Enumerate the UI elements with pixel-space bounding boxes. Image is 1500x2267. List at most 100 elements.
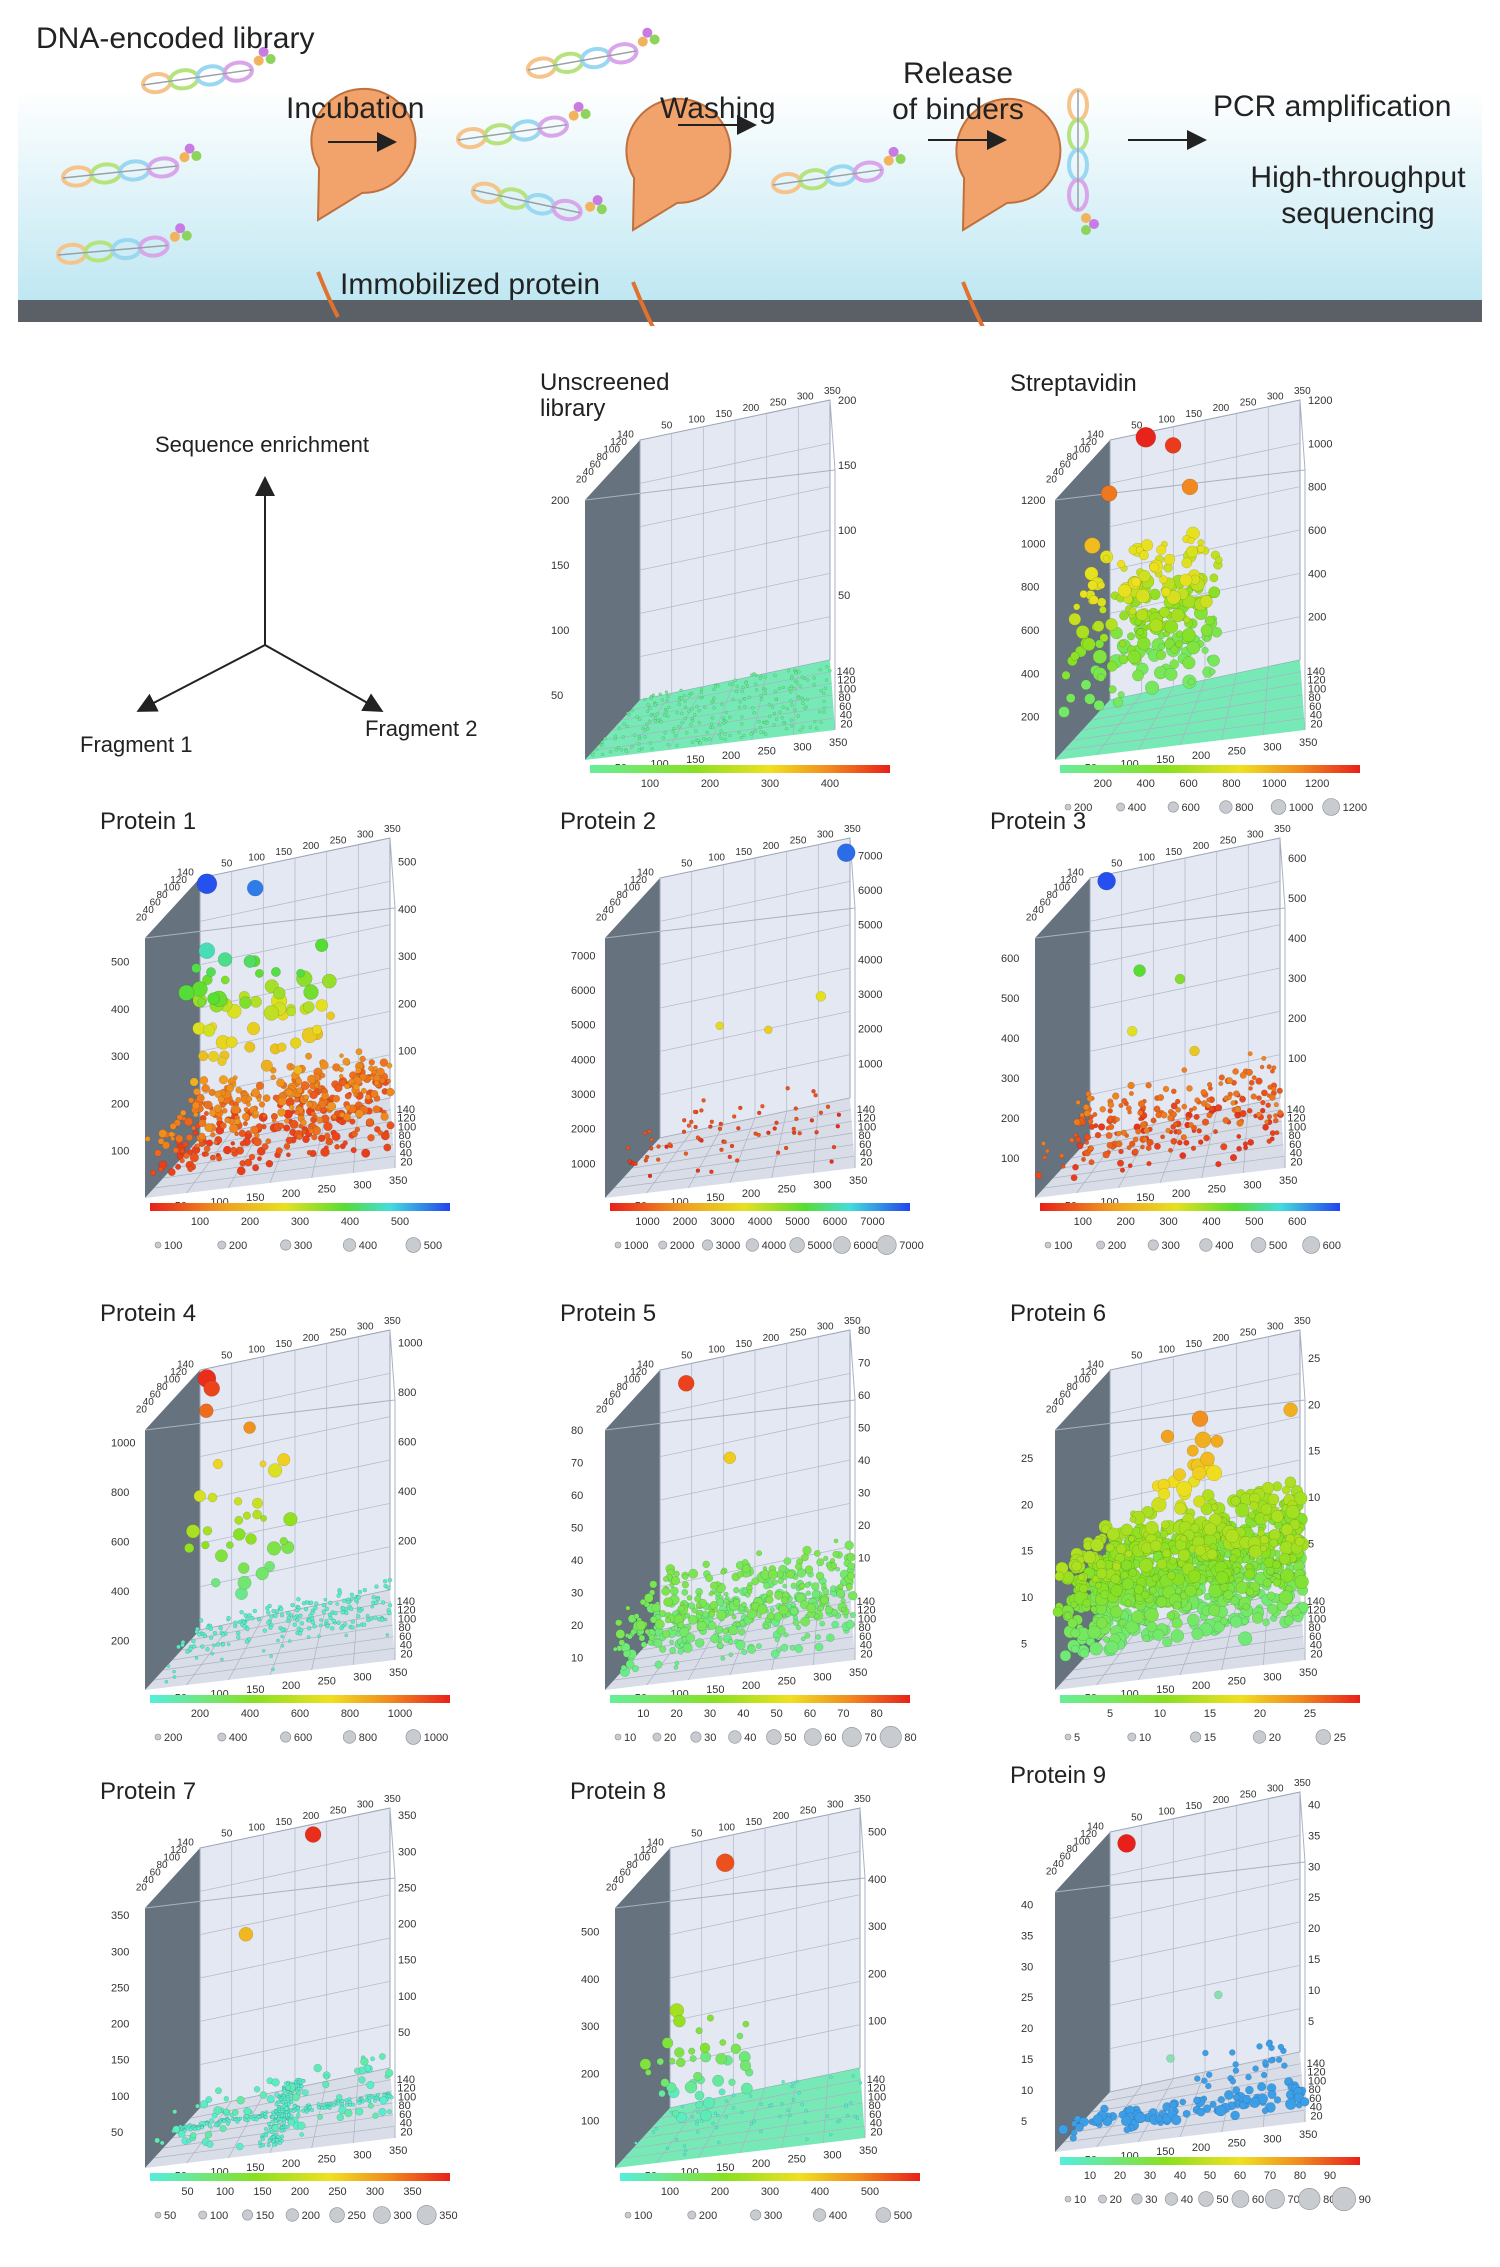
data-point	[797, 2091, 801, 2095]
tick-label-z: 10	[1021, 2085, 1033, 2097]
data-point	[1203, 1522, 1217, 1536]
panel-title: Protein 3	[990, 808, 1087, 835]
data-point	[172, 2109, 178, 2115]
colorbar-tick: 40	[1174, 2170, 1186, 2182]
data-point	[646, 727, 650, 731]
data-point	[1182, 656, 1196, 670]
step-release: Release of binders	[892, 57, 1024, 126]
data-point	[662, 1576, 669, 1582]
tick-label-frag2: 200	[742, 1188, 760, 1200]
data-point	[1175, 1106, 1182, 1113]
data-point	[359, 1055, 366, 1063]
data-point	[231, 1082, 237, 1087]
tick-label-frag1: 60	[869, 2109, 881, 2121]
box-edge	[604, 1399, 856, 1431]
data-point	[782, 721, 786, 726]
plot-3d-box: 5050100100150150200200250250300300350350…	[1021, 386, 1332, 775]
data-point	[234, 1118, 241, 1125]
data-point	[1189, 1045, 1200, 1057]
colorbar-tick: 800	[341, 1708, 359, 1720]
data-point	[386, 2109, 393, 2115]
data-point	[368, 1065, 375, 1072]
data-point	[1135, 427, 1157, 448]
size-legend-label: 1200	[1343, 802, 1367, 814]
data-point	[1230, 1100, 1236, 1106]
size-legend-label: 10	[624, 1732, 636, 1744]
data-point	[1256, 2043, 1263, 2050]
data-point	[201, 1084, 211, 1093]
box-edge	[614, 1877, 866, 1909]
data-point	[1092, 649, 1108, 664]
data-point	[719, 729, 723, 733]
tick-label-z: 50	[858, 1423, 870, 1435]
data-point	[1108, 685, 1117, 694]
panel-protein-6: Protein 6 505010010015015020020025025030…	[990, 1300, 1430, 1770]
data-point	[290, 1064, 295, 1069]
data-point	[662, 1630, 671, 1638]
data-point	[1092, 2114, 1104, 2125]
data-point	[339, 1625, 344, 1631]
data-point	[360, 1087, 367, 1094]
colorbar-tick: 600	[291, 1708, 309, 1720]
size-legend-marker	[1270, 799, 1287, 815]
data-point	[723, 737, 727, 741]
data-point	[144, 1136, 151, 1142]
data-point	[1235, 1581, 1249, 1595]
data-point	[753, 729, 758, 733]
tick-label-z: 800	[1308, 482, 1326, 494]
data-point	[186, 2138, 192, 2144]
data-point	[747, 1588, 753, 1595]
data-point	[311, 1024, 322, 1035]
data-point	[818, 1110, 824, 1115]
data-point	[708, 1611, 716, 1618]
axis-legend: Sequence enrichment Fragment 1 Fragment …	[60, 420, 520, 760]
data-point	[317, 2114, 323, 2120]
data-point	[246, 879, 264, 897]
tick-label-z: 60	[571, 1490, 583, 1502]
tick-label-frag1: 60	[1309, 2093, 1321, 2105]
tick-label-z: 15	[1021, 2054, 1033, 2066]
data-point	[709, 1119, 715, 1124]
plot-3d-box: 5050100100150150200200250250300300350350…	[551, 386, 856, 775]
colorbar-tick: 20	[1254, 1708, 1266, 1720]
data-point	[661, 1586, 671, 1596]
data-point	[774, 1120, 779, 1125]
data-point	[289, 2100, 294, 2105]
colorbar-tick: 200	[1094, 778, 1112, 790]
plot-protein-7: 5050100100150150200200250250300300350350…	[111, 1794, 458, 2225]
tick-label-frag1: 80	[1047, 890, 1059, 901]
tick-label-frag1: 100	[633, 1853, 650, 1864]
data-point	[1281, 1485, 1291, 1495]
data-point	[265, 1159, 274, 1168]
data-points	[1052, 1402, 1310, 1662]
data-point	[257, 1156, 262, 1162]
data-point	[794, 1116, 799, 1122]
tick-label-z: 200	[1288, 1013, 1306, 1025]
data-point	[312, 1624, 317, 1629]
tick-label-frag2: 150	[716, 2162, 734, 2174]
data-point	[784, 727, 789, 731]
data-point	[1067, 1618, 1078, 1629]
data-point	[713, 1607, 719, 1613]
colorbar	[150, 2173, 450, 2181]
data-point	[1081, 1156, 1086, 1162]
data-point	[373, 1065, 378, 1071]
immobilized-protein	[310, 87, 417, 318]
data-point	[651, 2130, 656, 2134]
data-point	[244, 2118, 249, 2123]
data-point	[717, 733, 722, 737]
immobilized-protein	[955, 97, 1062, 328]
data-point	[158, 1129, 168, 1138]
data-point	[239, 1610, 244, 1615]
tick-label-frag1: 120	[857, 1113, 875, 1125]
tick-label-z: 600	[111, 1536, 129, 1548]
data-point	[637, 748, 642, 752]
data-point	[778, 2114, 782, 2118]
data-point	[1243, 1145, 1249, 1151]
data-point	[1164, 667, 1178, 681]
data-point	[813, 1550, 821, 1557]
data-point	[331, 2103, 336, 2108]
data-point	[686, 1595, 693, 1601]
colorbar-tick: 600	[1288, 1216, 1306, 1228]
data-point	[279, 1613, 285, 1618]
